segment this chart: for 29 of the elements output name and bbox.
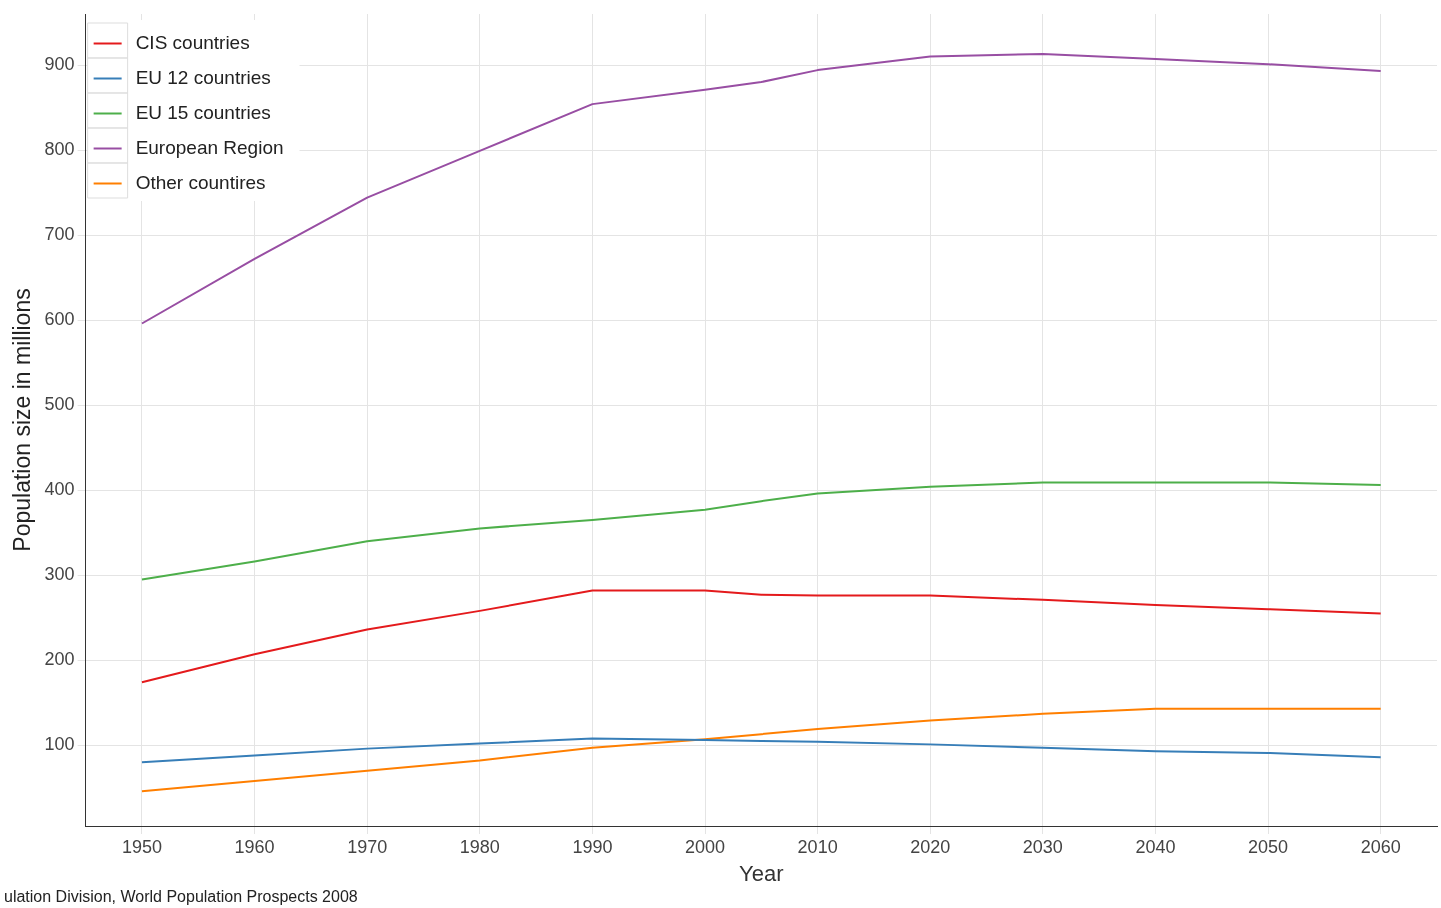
x-tick-label: 2060 xyxy=(1360,836,1401,857)
y-tick-label: 800 xyxy=(44,139,75,160)
y-tick-label: 900 xyxy=(44,53,75,74)
x-tick-label: 2020 xyxy=(910,836,951,857)
x-tick-label: 2000 xyxy=(684,836,726,857)
y-tick-label: 700 xyxy=(44,224,75,245)
x-tick-label: 2010 xyxy=(797,836,838,857)
legend-label: CIS countries xyxy=(135,31,250,53)
text: ulation Division, World Population Prospects 2008 xyxy=(4,888,358,906)
y-tick-label: 600 xyxy=(44,309,75,330)
x-axis-title: Year xyxy=(739,860,784,886)
y-tick-label: 300 xyxy=(44,564,75,585)
legend-label: EU 12 countries xyxy=(135,66,271,88)
x-tick-label: 2040 xyxy=(1135,836,1176,857)
x-tick-label: 1950 xyxy=(121,836,162,857)
x-tick-label: 1960 xyxy=(234,836,275,857)
legend-label: EU 15 countries xyxy=(135,101,271,123)
y-tick-label: 500 xyxy=(44,394,75,415)
x-tick-label: 1990 xyxy=(572,836,613,857)
x-tick-label: 2030 xyxy=(1022,836,1063,857)
y-tick-label: 100 xyxy=(44,734,75,755)
x-tick-label: 1980 xyxy=(459,836,500,857)
y-tick-label: 200 xyxy=(44,649,75,670)
legend-label: Other countires xyxy=(135,171,266,193)
legend-label: European Region xyxy=(135,136,284,158)
x-tick-label: 2050 xyxy=(1248,836,1289,857)
y-axis-title: Population size in millions xyxy=(9,288,36,552)
x-tick-label: 1970 xyxy=(347,836,388,857)
y-tick-label: 400 xyxy=(44,479,75,500)
